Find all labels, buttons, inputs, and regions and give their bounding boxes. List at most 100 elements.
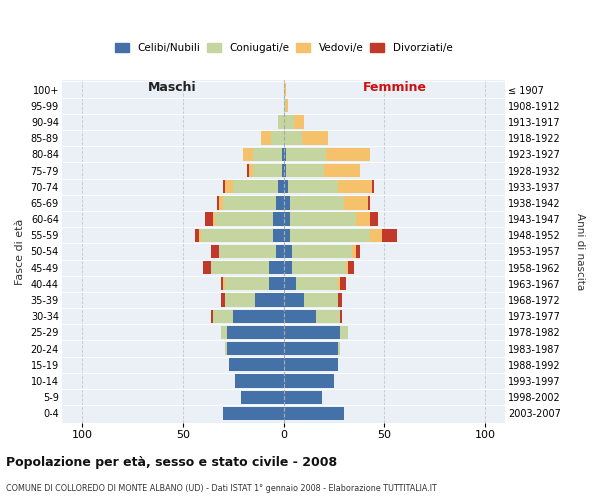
Bar	[241, 390, 284, 404]
Bar	[225, 342, 227, 355]
Bar	[338, 342, 340, 355]
Bar	[253, 164, 281, 177]
Bar	[284, 132, 302, 145]
Bar	[284, 374, 334, 388]
Bar	[338, 180, 373, 194]
Bar	[274, 228, 284, 242]
Bar	[221, 294, 225, 306]
Bar	[290, 228, 370, 242]
Bar	[249, 164, 253, 177]
Bar	[284, 310, 316, 323]
Bar	[233, 180, 278, 194]
Bar	[225, 294, 256, 306]
Bar	[340, 326, 348, 339]
Bar	[225, 277, 269, 290]
Bar	[346, 261, 348, 274]
Bar	[284, 342, 338, 355]
Bar	[286, 164, 324, 177]
Bar	[223, 406, 284, 420]
Bar	[284, 164, 286, 177]
Bar	[356, 245, 360, 258]
Bar	[338, 294, 342, 306]
Bar	[284, 261, 292, 274]
Bar	[344, 196, 368, 209]
Bar	[348, 261, 354, 274]
Bar	[296, 277, 338, 290]
Bar	[269, 277, 284, 290]
Bar	[211, 245, 219, 258]
Text: Maschi: Maschi	[148, 82, 197, 94]
Bar	[253, 148, 281, 161]
Bar	[221, 326, 227, 339]
Bar	[284, 390, 322, 404]
Bar	[286, 99, 287, 112]
Bar	[284, 196, 290, 209]
Bar	[284, 326, 340, 339]
Text: Popolazione per età, sesso e stato civile - 2008: Popolazione per età, sesso e stato civil…	[6, 456, 337, 469]
Bar	[211, 261, 269, 274]
Bar	[292, 261, 346, 274]
Bar	[338, 277, 340, 290]
Bar	[304, 294, 338, 306]
Bar	[284, 277, 296, 290]
Bar	[213, 310, 233, 323]
Bar	[368, 196, 370, 209]
Bar	[356, 212, 370, 226]
Bar	[213, 212, 215, 226]
Bar	[284, 148, 286, 161]
Bar	[203, 261, 211, 274]
Bar	[290, 196, 344, 209]
Text: Femmine: Femmine	[362, 82, 427, 94]
Bar	[275, 196, 284, 209]
Bar	[324, 164, 360, 177]
Bar	[281, 148, 284, 161]
Bar	[284, 358, 338, 372]
Bar	[211, 310, 213, 323]
Bar	[281, 164, 284, 177]
Bar	[284, 245, 292, 258]
Bar	[278, 116, 284, 128]
Bar	[205, 212, 213, 226]
Bar	[223, 180, 225, 194]
Bar	[262, 132, 271, 145]
Bar	[229, 358, 284, 372]
Bar	[290, 212, 356, 226]
Bar	[284, 228, 290, 242]
Bar	[271, 132, 284, 145]
Bar	[215, 212, 274, 226]
Bar	[219, 245, 275, 258]
Bar	[233, 310, 284, 323]
Bar	[340, 277, 346, 290]
Bar	[256, 294, 284, 306]
Bar	[274, 212, 284, 226]
Bar	[195, 228, 199, 242]
Bar	[293, 116, 304, 128]
Bar	[382, 228, 397, 242]
Bar	[373, 180, 374, 194]
Bar	[292, 245, 352, 258]
Bar	[284, 83, 286, 96]
Bar	[370, 212, 379, 226]
Bar	[223, 196, 275, 209]
Bar	[247, 164, 249, 177]
Bar	[370, 228, 382, 242]
Bar	[284, 99, 286, 112]
Legend: Celibi/Nubili, Coniugati/e, Vedovi/e, Divorziati/e: Celibi/Nubili, Coniugati/e, Vedovi/e, Di…	[113, 40, 455, 55]
Bar	[352, 245, 356, 258]
Y-axis label: Fasce di età: Fasce di età	[15, 218, 25, 284]
Bar	[284, 212, 290, 226]
Bar	[286, 148, 326, 161]
Bar	[219, 196, 223, 209]
Bar	[284, 116, 293, 128]
Bar	[227, 342, 284, 355]
Bar	[199, 228, 201, 242]
Bar	[278, 180, 284, 194]
Bar	[221, 277, 223, 290]
Y-axis label: Anni di nascita: Anni di nascita	[575, 213, 585, 290]
Bar	[340, 310, 342, 323]
Bar	[284, 406, 344, 420]
Bar	[284, 180, 287, 194]
Bar	[326, 148, 370, 161]
Bar	[269, 261, 284, 274]
Bar	[275, 245, 284, 258]
